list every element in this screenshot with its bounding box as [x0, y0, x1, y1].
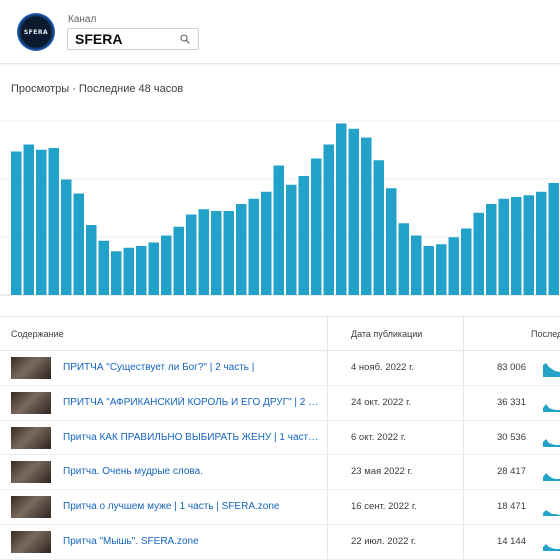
chart-bar[interactable]	[448, 237, 460, 295]
video-title-link[interactable]: ПРИТЧА "АФРИКАНСКИЙ КОРОЛЬ И ЕГО ДРУГ" |…	[63, 396, 323, 408]
video-thumbnail[interactable]	[11, 461, 51, 484]
views-sparkline	[543, 543, 560, 551]
video-thumbnail[interactable]	[11, 496, 51, 519]
chart-bar[interactable]	[536, 191, 547, 295]
chart-bar[interactable]	[198, 209, 210, 295]
table-row[interactable]: ПРИТЧА "АФРИКАНСКИЙ КОРОЛЬ И ЕГО ДРУГ" |…	[0, 386, 560, 421]
table-header: Содержание Дата публикации Послед	[0, 316, 560, 351]
publish-date: 4 нояб. 2022 г.	[351, 362, 415, 373]
video-title-link[interactable]: Притча о лучшем муже | 1 часть | SFERA.z…	[63, 501, 280, 513]
chart-bar[interactable]	[98, 240, 110, 295]
chart-bar[interactable]	[248, 198, 260, 295]
search-icon[interactable]	[180, 34, 190, 44]
chart-bar[interactable]	[136, 246, 147, 295]
views-count: 36 331	[496, 396, 526, 408]
publish-date: 23 мая 2022 г.	[351, 466, 413, 478]
chart-bar[interactable]	[286, 184, 297, 295]
chart-bar[interactable]	[273, 165, 285, 296]
chart-bar[interactable]	[486, 204, 497, 295]
chart-bar[interactable]	[436, 244, 447, 295]
chart-bar[interactable]	[186, 214, 197, 296]
chart-bar[interactable]	[173, 226, 185, 295]
video-title-link[interactable]: ПРИТЧА "Существует ли Бог?" | 2 часть |	[63, 362, 255, 373]
video-thumbnail[interactable]	[11, 391, 51, 414]
chart-bar[interactable]	[148, 242, 160, 296]
views-sparkline	[543, 438, 560, 447]
chart-bar[interactable]	[461, 228, 472, 296]
publish-date: 24 окт. 2022 г.	[351, 396, 412, 408]
chart-bar[interactable]	[511, 197, 522, 295]
views-count: 83 006	[496, 362, 526, 373]
chart-bar[interactable]	[111, 251, 122, 295]
header-recent-views[interactable]: Послед	[531, 329, 560, 339]
channel-header: SFERA Канал SFERA	[0, 0, 560, 64]
chart-bar[interactable]	[411, 235, 422, 296]
table-row[interactable]: Притча "Мышь". SFERA.zone 22 июл. 2022 г…	[0, 525, 560, 560]
chart-bar[interactable]	[523, 195, 535, 295]
video-thumbnail[interactable]	[11, 530, 51, 553]
views-count: 14 144	[496, 535, 526, 547]
chart-bar[interactable]	[73, 193, 85, 296]
channel-search-value: SFERA	[75, 31, 123, 47]
chart-bar[interactable]	[236, 204, 247, 295]
channel-label: Канал	[68, 14, 97, 25]
views-sparkline	[543, 473, 560, 482]
channel-avatar[interactable]: SFERA	[17, 13, 55, 51]
views-sparkline	[543, 363, 560, 377]
header-publish-date[interactable]: Дата публикации	[351, 329, 423, 339]
chart-bar[interactable]	[336, 123, 347, 296]
chart-title: Просмотры · Последние 48 часов	[11, 83, 184, 95]
chart-bar[interactable]	[311, 158, 322, 296]
chart-bar[interactable]	[48, 148, 60, 295]
table-row[interactable]: Притча КАК ПРАВИЛЬНО ВЫБИРАТЬ ЖЕНУ | 1 ч…	[0, 421, 560, 456]
chart-bar[interactable]	[348, 128, 360, 295]
video-thumbnail[interactable]	[11, 357, 51, 379]
views-bar-chart	[0, 120, 560, 296]
chart-bar[interactable]	[61, 179, 72, 296]
chart-bar[interactable]	[423, 246, 435, 295]
views-count: 28 417	[496, 466, 526, 478]
chart-bar[interactable]	[298, 176, 310, 295]
chart-bar[interactable]	[223, 211, 235, 295]
publish-date: 22 июл. 2022 г.	[351, 535, 416, 547]
chart-bar[interactable]	[373, 160, 385, 295]
column-divider	[327, 316, 328, 560]
table-row[interactable]: ПРИТЧА "Существует ли Бог?" | 2 часть | …	[0, 351, 560, 386]
video-title-link[interactable]: Притча. Очень мудрые слова.	[63, 466, 203, 478]
views-count: 30 536	[496, 431, 526, 443]
content-table: Содержание Дата публикации Послед ПРИТЧА…	[0, 316, 560, 560]
chart-bar[interactable]	[548, 183, 560, 295]
publish-date: 6 окт. 2022 г.	[351, 431, 406, 443]
header-content[interactable]: Содержание	[11, 329, 64, 339]
chart-bar[interactable]	[23, 144, 35, 296]
video-title-link[interactable]: Притча "Мышь". SFERA.zone	[63, 535, 199, 547]
chart-bar[interactable]	[123, 247, 135, 295]
chart-bar[interactable]	[86, 225, 97, 295]
chart-bar[interactable]	[473, 212, 485, 295]
chart-bar[interactable]	[161, 235, 172, 296]
views-sparkline	[543, 403, 560, 412]
chart-bar[interactable]	[361, 137, 372, 296]
table-row[interactable]: Притча о лучшем муже | 1 часть | SFERA.z…	[0, 490, 560, 525]
table-row[interactable]: Притча. Очень мудрые слова. 23 мая 2022 …	[0, 455, 560, 491]
publish-date: 16 сент. 2022 г.	[351, 501, 417, 513]
chart-bar[interactable]	[211, 211, 222, 295]
chart-bar[interactable]	[386, 188, 397, 295]
avatar-logo-text: SFERA	[23, 28, 49, 36]
chart-bar[interactable]	[398, 223, 410, 295]
chart-bar[interactable]	[261, 191, 272, 295]
chart-bar[interactable]	[11, 151, 22, 296]
chart-bar[interactable]	[36, 149, 47, 295]
channel-search-input[interactable]: SFERA	[67, 28, 199, 50]
video-title-link[interactable]: Притча КАК ПРАВИЛЬНО ВЫБИРАТЬ ЖЕНУ | 1 ч…	[63, 431, 323, 443]
views-sparkline	[543, 510, 560, 517]
chart-bar[interactable]	[323, 144, 335, 296]
video-thumbnail[interactable]	[11, 426, 51, 449]
chart-bar[interactable]	[498, 198, 510, 295]
column-divider	[463, 316, 464, 560]
views-count: 18 471	[496, 501, 526, 513]
